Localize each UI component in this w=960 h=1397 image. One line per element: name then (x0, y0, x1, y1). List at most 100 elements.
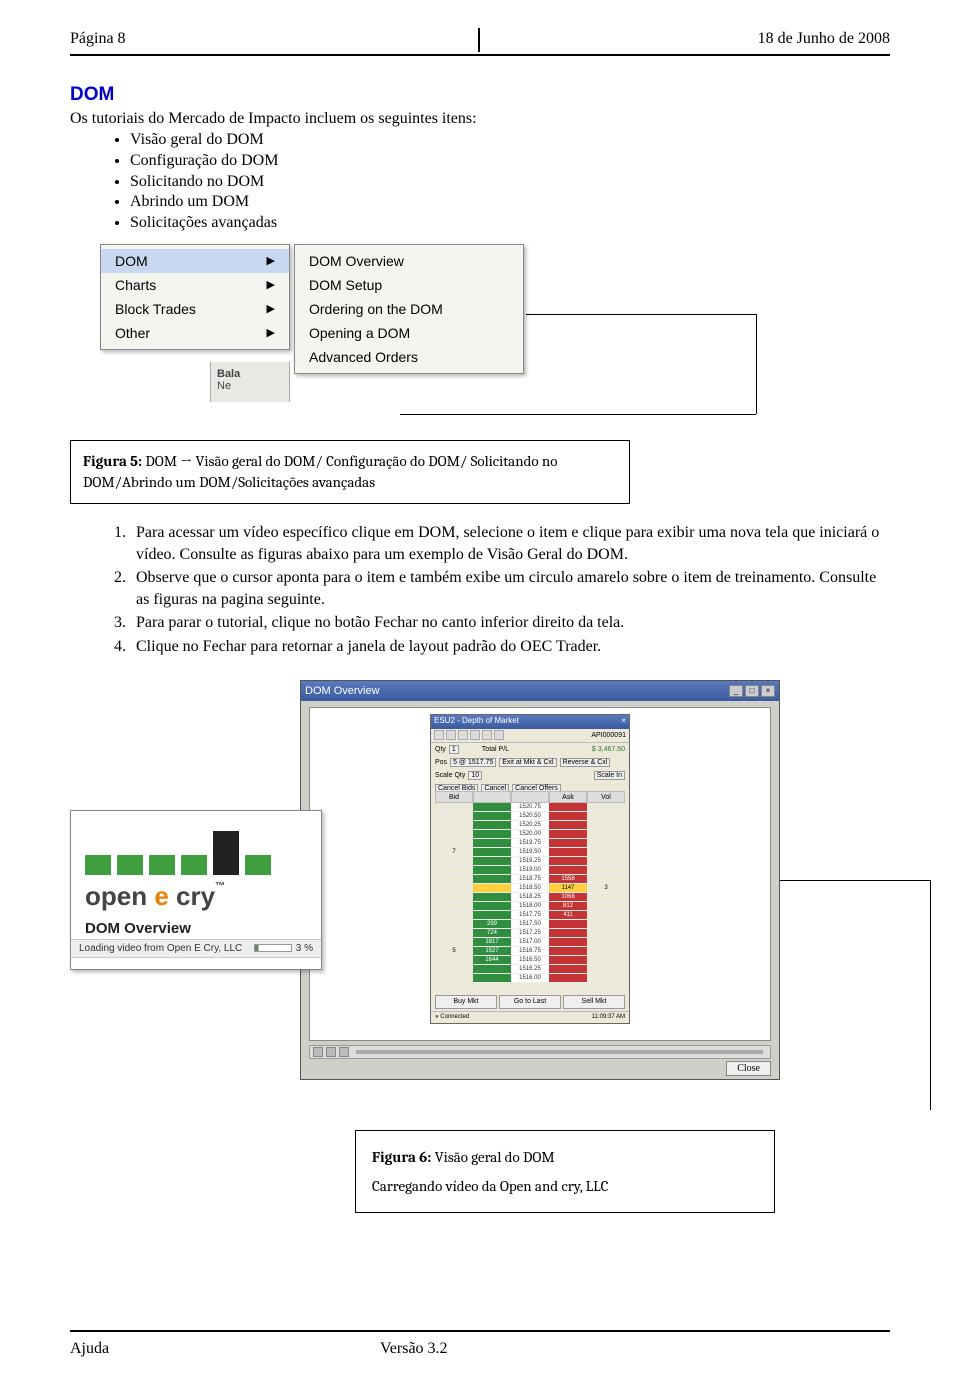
grid-cell[interactable] (587, 893, 625, 902)
grid-cell[interactable] (549, 965, 587, 974)
grid-cell[interactable] (435, 875, 473, 884)
grid-cell[interactable]: 812 (549, 902, 587, 911)
grid-cell[interactable] (473, 902, 511, 911)
grid-cell[interactable]: 1519.25 (511, 857, 549, 866)
menu-item-dom-setup[interactable]: DOM Setup (295, 273, 523, 297)
grid-cell[interactable]: 5 (435, 947, 473, 956)
grid-cell[interactable] (587, 875, 625, 884)
grid-cell[interactable]: 1519.00 (511, 866, 549, 875)
grid-cell[interactable] (549, 929, 587, 938)
grid-cell[interactable] (435, 902, 473, 911)
grid-cell[interactable] (435, 974, 473, 983)
exit-button[interactable]: Exit at Mkt & Cxl (499, 758, 556, 767)
grid-cell[interactable] (587, 911, 625, 920)
toolbar-icon[interactable] (458, 730, 468, 740)
close-button[interactable]: Close (726, 1061, 771, 1076)
grid-cell[interactable] (587, 848, 625, 857)
grid-cell[interactable] (435, 830, 473, 839)
grid-cell[interactable] (473, 875, 511, 884)
grid-cell[interactable] (473, 893, 511, 902)
grid-cell[interactable] (587, 803, 625, 812)
grid-cell[interactable] (549, 839, 587, 848)
grid-cell[interactable]: 1520.00 (511, 830, 549, 839)
grid-cell[interactable] (549, 821, 587, 830)
goto-last-button[interactable]: Go to Last (499, 995, 561, 1009)
grid-cell[interactable]: 1516.00 (511, 974, 549, 983)
grid-cell[interactable]: 1518.75 (511, 875, 549, 884)
pause-icon[interactable] (326, 1047, 336, 1057)
grid-cell[interactable]: 1517.75 (511, 911, 549, 920)
grid-cell[interactable] (473, 821, 511, 830)
grid-cell[interactable] (473, 848, 511, 857)
grid-cell[interactable] (473, 866, 511, 875)
grid-cell[interactable] (587, 830, 625, 839)
grid-cell[interactable] (587, 857, 625, 866)
grid-cell[interactable] (473, 830, 511, 839)
grid-cell[interactable] (549, 803, 587, 812)
grid-cell[interactable]: 1518.25 (511, 893, 549, 902)
grid-cell[interactable] (435, 884, 473, 893)
grid-cell[interactable] (549, 920, 587, 929)
grid-cell[interactable] (549, 947, 587, 956)
grid-cell[interactable] (435, 938, 473, 947)
qty-input[interactable]: 1 (449, 745, 459, 754)
grid-cell[interactable] (587, 920, 625, 929)
play-icon[interactable] (313, 1047, 323, 1057)
menu-item-opening[interactable]: Opening a DOM (295, 321, 523, 345)
grid-cell[interactable] (549, 866, 587, 875)
grid-cell[interactable]: 1518.00 (511, 902, 549, 911)
grid-cell[interactable] (435, 821, 473, 830)
grid-cell[interactable] (587, 956, 625, 965)
grid-cell[interactable]: 724 (473, 929, 511, 938)
grid-cell[interactable]: 1527 (473, 947, 511, 956)
grid-cell[interactable] (435, 929, 473, 938)
grid-cell[interactable] (473, 812, 511, 821)
grid-cell[interactable] (587, 821, 625, 830)
grid-cell[interactable] (435, 956, 473, 965)
grid-cell[interactable]: 1520.75 (511, 803, 549, 812)
menu-item-other[interactable]: Other▶ (101, 321, 289, 345)
grid-cell[interactable] (473, 965, 511, 974)
grid-cell[interactable]: 1517.50 (511, 920, 549, 929)
grid-cell[interactable] (435, 965, 473, 974)
menu-item-ordering[interactable]: Ordering on the DOM (295, 297, 523, 321)
toolbar-icon[interactable] (494, 730, 504, 740)
grid-cell[interactable] (587, 947, 625, 956)
grid-cell[interactable] (435, 839, 473, 848)
grid-cell[interactable] (549, 938, 587, 947)
grid-cell[interactable] (587, 839, 625, 848)
grid-cell[interactable] (587, 974, 625, 983)
grid-cell[interactable]: 1517.00 (511, 938, 549, 947)
grid-cell[interactable]: 299 (473, 920, 511, 929)
grid-cell[interactable] (473, 803, 511, 812)
grid-cell[interactable] (549, 812, 587, 821)
menu-item-charts[interactable]: Charts▶ (101, 273, 289, 297)
grid-cell[interactable] (473, 857, 511, 866)
grid-cell[interactable] (587, 866, 625, 875)
toolbar-icon[interactable] (482, 730, 492, 740)
grid-cell[interactable]: 1518.50 (511, 884, 549, 893)
scalein-button[interactable]: Scale In (594, 771, 625, 780)
scale-input[interactable]: 10 (468, 771, 482, 780)
grid-cell[interactable] (435, 866, 473, 875)
grid-cell[interactable] (587, 965, 625, 974)
grid-cell[interactable]: 1147 (549, 884, 587, 893)
stop-icon[interactable] (339, 1047, 349, 1057)
grid-cell[interactable]: 1519.75 (511, 839, 549, 848)
grid-cell[interactable] (435, 920, 473, 929)
menu-item-dom-overview[interactable]: DOM Overview (295, 249, 523, 273)
grid-cell[interactable]: 7 (435, 848, 473, 857)
grid-cell[interactable]: 3 (587, 884, 625, 893)
toolbar-icon[interactable] (446, 730, 456, 740)
grid-cell[interactable] (473, 974, 511, 983)
toolbar-icon[interactable] (434, 730, 444, 740)
grid-cell[interactable]: 1520.25 (511, 821, 549, 830)
minimize-icon[interactable]: _ (729, 685, 743, 697)
dom-close-icon[interactable]: × (621, 716, 626, 728)
grid-cell[interactable] (587, 938, 625, 947)
grid-cell[interactable] (435, 911, 473, 920)
seek-bar[interactable] (356, 1050, 763, 1054)
grid-cell[interactable] (435, 803, 473, 812)
grid-cell[interactable] (549, 830, 587, 839)
grid-cell[interactable]: 1516.25 (511, 965, 549, 974)
